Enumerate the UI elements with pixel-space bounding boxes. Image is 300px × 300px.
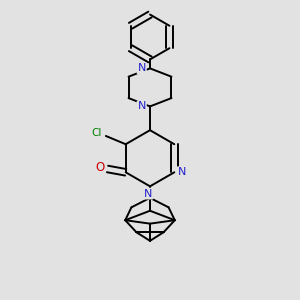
Text: N: N bbox=[138, 101, 146, 111]
Text: Cl: Cl bbox=[92, 128, 102, 138]
Text: O: O bbox=[96, 161, 105, 175]
Text: N: N bbox=[177, 167, 186, 177]
Text: N: N bbox=[144, 189, 152, 199]
Text: N: N bbox=[138, 63, 146, 74]
